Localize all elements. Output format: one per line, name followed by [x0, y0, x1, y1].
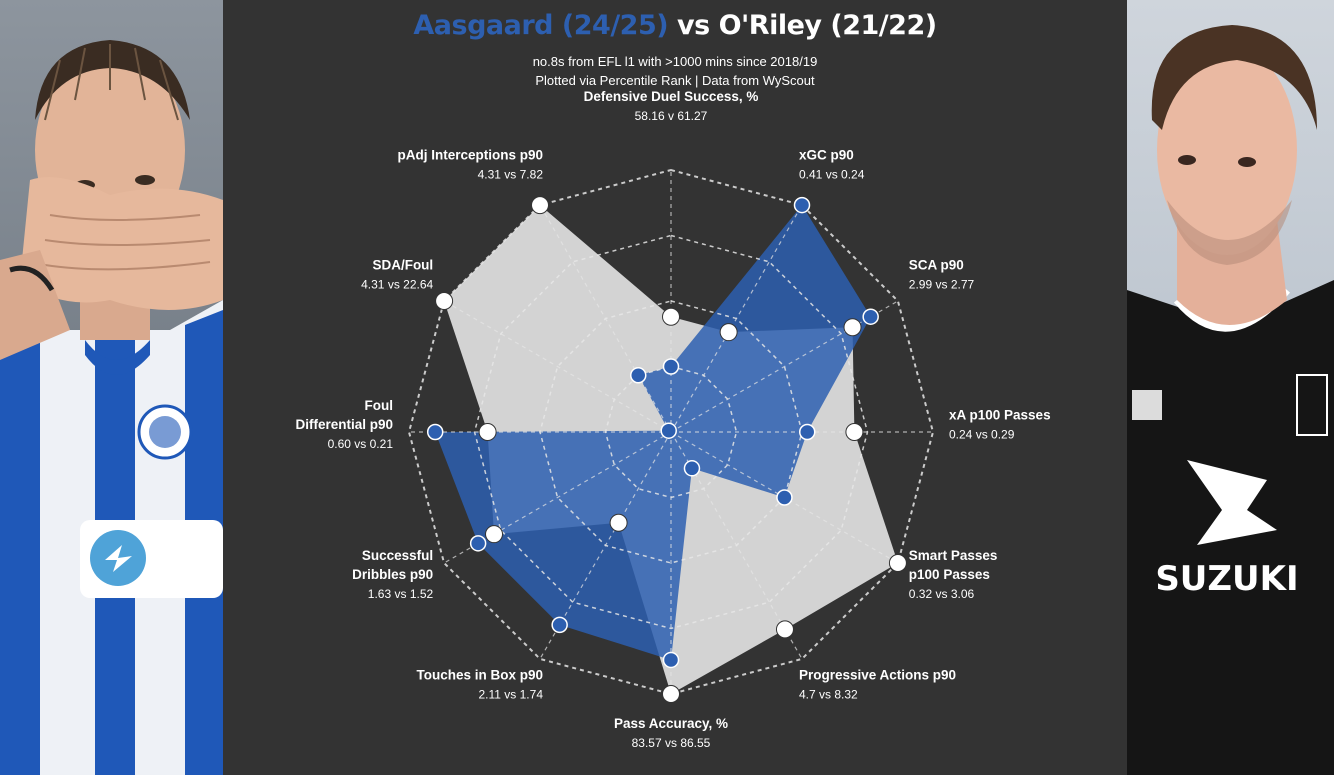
point-aasgaard — [662, 358, 680, 375]
axis-label: SDA/Foul — [372, 258, 433, 273]
axis-values: 4.7 vs 8.32 — [799, 687, 858, 701]
axis-label: Dribbles p90 — [352, 567, 433, 582]
axis-values: 2.99 vs 2.77 — [909, 278, 975, 292]
axis-label: Foul — [365, 398, 394, 413]
axis-values: 0.32 vs 3.06 — [909, 587, 975, 601]
axis-label: xA p100 Passes — [949, 408, 1051, 423]
grid-spoke — [443, 300, 672, 433]
axis-values: 4.31 vs 22.64 — [361, 278, 433, 292]
axis-values: 1.63 vs 1.52 — [368, 587, 434, 601]
point-oriley — [843, 318, 862, 337]
player-photo-oriley: SUZUKI — [1127, 0, 1334, 775]
point-aasgaard — [426, 423, 444, 441]
axis-values: 0.24 vs 0.29 — [949, 428, 1015, 442]
grid-ring — [473, 234, 869, 630]
axis-values: 4.31 vs 7.82 — [478, 168, 544, 182]
axis-label: Successful — [362, 548, 433, 563]
axis-label: Defensive Duel Success, % — [584, 89, 759, 104]
svg-text:SUZUKI: SUZUKI — [1155, 559, 1298, 599]
point-aasgaard — [776, 489, 793, 506]
axis-label: p100 Passes — [909, 567, 990, 582]
player-photo-aasgaard — [0, 0, 223, 775]
axis-values: 0.60 vs 0.21 — [328, 437, 394, 451]
grid-spoke — [670, 204, 803, 433]
point-aasgaard — [793, 196, 811, 214]
point-oriley — [435, 292, 454, 310]
point-oriley — [888, 554, 907, 572]
point-aasgaard — [469, 535, 487, 552]
point-aasgaard — [630, 367, 647, 384]
axis-values: 2.11 vs 1.74 — [479, 687, 544, 701]
point-oriley — [775, 620, 794, 639]
axis-values: 0.41 vs 0.24 — [799, 168, 865, 182]
axis-label: Progressive Actions p90 — [799, 667, 956, 682]
point-aasgaard — [683, 460, 701, 477]
point-oriley — [609, 513, 628, 532]
point-aasgaard — [862, 308, 879, 325]
point-aasgaard — [798, 423, 816, 441]
axis-label: pAdj Interceptions p90 — [397, 148, 543, 163]
point-oriley — [485, 525, 504, 544]
point-oriley — [478, 423, 497, 441]
axis-label: Smart Passes — [909, 548, 998, 563]
chart-subtitle-line1: no.8s from EFL l1 with >1000 mins since … — [532, 54, 818, 69]
point-aasgaard — [660, 422, 677, 439]
chart-panel: Aasgaard (24/25) vs O'Riley (21/22) no.8… — [223, 0, 1127, 775]
chart-title: Aasgaard (24/25) vs O'Riley (21/22) — [223, 10, 1127, 41]
axis-label: xGC p90 — [799, 148, 854, 163]
axis-values: 83.57 vs 86.55 — [632, 736, 711, 750]
axis-label: Pass Accuracy, % — [614, 716, 728, 731]
point-oriley — [531, 196, 549, 215]
point-aasgaard — [551, 616, 568, 634]
point-oriley — [845, 423, 864, 441]
point-oriley — [662, 685, 680, 703]
chart-subtitle-line2: Plotted via Percentile Rank | Data from … — [535, 73, 815, 88]
title-player-b: vs O'Riley (21/22) — [668, 10, 937, 41]
point-aasgaard — [662, 651, 680, 669]
axis-label: Touches in Box p90 — [416, 667, 543, 682]
axis-values: 58.16 v 61.27 — [635, 109, 708, 123]
axis-label: Differential p90 — [295, 417, 393, 432]
axis-label: SCA p90 — [909, 258, 964, 273]
point-oriley — [719, 323, 738, 342]
grid-spoke — [539, 204, 672, 433]
title-player-a: Aasgaard (24/25) — [413, 10, 669, 41]
radar-chart: Defensive Duel Success, % 58.16 v 61.27 xG… — [295, 89, 1051, 750]
point-oriley — [662, 307, 680, 326]
